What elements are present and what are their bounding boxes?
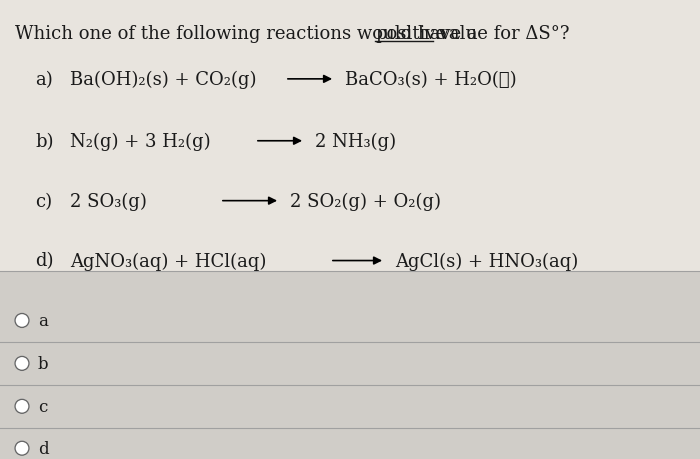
Text: 2 NH₃(g): 2 NH₃(g) [315,132,396,151]
Text: b: b [38,355,48,372]
Text: b): b) [35,133,53,151]
Text: AgNO₃(aq) + HCl(aq): AgNO₃(aq) + HCl(aq) [70,252,267,270]
Text: a: a [38,312,48,329]
Text: a): a) [35,71,52,89]
Text: N₂(g) + 3 H₂(g): N₂(g) + 3 H₂(g) [70,132,211,151]
Circle shape [15,314,29,328]
Text: d: d [38,440,48,457]
Text: Ba(OH)₂(s) + CO₂(g): Ba(OH)₂(s) + CO₂(g) [70,71,256,89]
Text: 2 SO₃(g): 2 SO₃(g) [70,192,147,210]
Text: d): d) [35,252,53,270]
Text: c): c) [35,192,52,210]
Text: Which one of the following reactions would have a: Which one of the following reactions wou… [15,25,484,43]
Text: 2 SO₂(g) + O₂(g): 2 SO₂(g) + O₂(g) [290,192,441,210]
Text: positive: positive [375,25,446,43]
Circle shape [15,399,29,414]
Text: AgCl(s) + HNO₃(aq): AgCl(s) + HNO₃(aq) [395,252,578,270]
Text: value for ΔS°?: value for ΔS°? [433,25,569,43]
Text: BaCO₃(s) + H₂O(ℓ): BaCO₃(s) + H₂O(ℓ) [345,71,517,89]
Text: c: c [38,398,48,415]
FancyBboxPatch shape [0,0,700,271]
Circle shape [15,441,29,455]
Circle shape [15,357,29,370]
